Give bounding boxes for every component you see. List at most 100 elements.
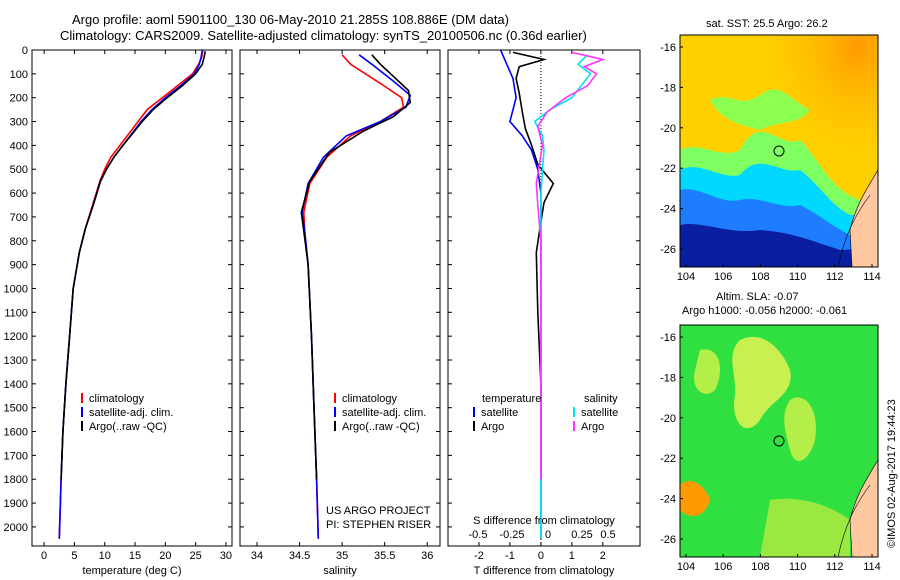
temperature-legend-label: satellite-adj. clim. xyxy=(89,407,173,419)
sst_map-xtick-label: 110 xyxy=(789,271,807,283)
sst-argo-marker xyxy=(773,145,785,157)
salinity-xtick-label: 35 xyxy=(336,550,348,562)
temperature-xtick-label: 25 xyxy=(190,550,202,562)
sla-map xyxy=(680,325,878,557)
salinity-xlabel: salinity xyxy=(323,565,357,577)
salinity-xtick-label: 36 xyxy=(421,550,433,562)
temperature-ytick-label: 400 xyxy=(10,140,28,152)
temperature-ytick-label: 700 xyxy=(10,212,28,224)
temperature-ytick-label: 1100 xyxy=(4,307,28,319)
difference-s-tick-label: -0.25 xyxy=(499,529,524,541)
sst_map-ytick-label: -16 xyxy=(660,42,676,54)
salinity-axes xyxy=(239,49,441,547)
difference-xtick-label: 1 xyxy=(569,550,575,562)
temperature-ytick-label: 1800 xyxy=(4,474,28,486)
difference-legend-temperature-title: temperature xyxy=(482,393,541,405)
sla_map-xtick-label: 108 xyxy=(751,561,769,573)
difference-legend-salinity-title: salinity xyxy=(584,393,618,405)
sla_map-ytick-label: -26 xyxy=(660,534,676,546)
sst-map-title: sat. SST: 25.5 Argo: 26.2 xyxy=(706,18,828,30)
difference-legend-label: satellite xyxy=(581,407,618,419)
sst_map-xtick-label: 104 xyxy=(677,271,695,283)
sst_map-ytick-label: -18 xyxy=(660,82,676,94)
sst_map-xtick-label: 112 xyxy=(826,271,844,283)
temperature-ytick-label: 1700 xyxy=(4,450,28,462)
timestamp-stamp: ©IMOS 02-Aug-2017 19:44:23 xyxy=(886,399,898,548)
salinity-legend-label: satellite-adj. clim. xyxy=(342,407,426,419)
temperature-series-satellite-adj-clim- xyxy=(58,49,204,539)
difference-xtick-label: -2 xyxy=(474,550,484,562)
sst_map-xtick-label: 106 xyxy=(714,271,732,283)
sst_map-xtick-label: 108 xyxy=(751,271,769,283)
sst_map-ytick-label: -26 xyxy=(660,244,676,256)
temperature-ytick-label: 1300 xyxy=(4,355,28,367)
sla_map-ytick-label: -22 xyxy=(660,453,676,465)
sla_map-xtick-label: 112 xyxy=(826,561,844,573)
temperature-legend-label: Argo(..raw -QC) xyxy=(89,421,167,433)
temperature-ytick-label: 100 xyxy=(10,69,28,81)
temperature-ytick-label: 2000 xyxy=(4,522,28,534)
temperature-xtick-label: 30 xyxy=(220,550,232,562)
temperature-ytick-label: 1600 xyxy=(4,427,28,439)
temperature-series-climatology xyxy=(58,49,204,539)
header-line-2: Climatology: CARS2009. Satellite-adjuste… xyxy=(60,28,587,43)
temperature-ytick-label: 1400 xyxy=(4,379,28,391)
sst_map-xtick-label: 114 xyxy=(863,271,881,283)
sla_map-xtick-label: 104 xyxy=(677,561,695,573)
temperature-ytick-label: 300 xyxy=(10,117,28,129)
header-line-1: Argo profile: aoml 5901100_130 06-May-20… xyxy=(72,12,509,27)
difference-s-title: S difference from climatology xyxy=(473,515,615,527)
temperature-ytick-label: 200 xyxy=(10,93,28,105)
sst-map xyxy=(680,35,878,267)
sla_map-ytick-label: -20 xyxy=(660,413,676,425)
difference-series-s-argo xyxy=(535,51,606,480)
temperature-ytick-label: 1000 xyxy=(4,283,28,295)
temperature-xtick-label: 5 xyxy=(71,550,77,562)
sst_map-ytick-label: -20 xyxy=(660,123,676,135)
difference-xtick-label: -1 xyxy=(505,550,515,562)
difference-series-s-satellite xyxy=(533,54,592,539)
salinity-legend-label: Argo(..raw -QC) xyxy=(342,421,420,433)
difference-s-tick-label: 0.5 xyxy=(600,529,615,541)
temperature-xtick-label: 10 xyxy=(99,550,111,562)
difference-s-tick-label: 0 xyxy=(545,529,551,541)
sla-map-subtitle: Argo h1000: -0.056 h2000: -0.061 xyxy=(682,305,848,317)
salinity-legend-label: climatology xyxy=(342,393,398,405)
temperature-ytick-label: 1900 xyxy=(4,498,28,510)
sla_map-xtick-label: 106 xyxy=(714,561,732,573)
difference-xtick-label: 0 xyxy=(538,550,544,562)
sla-argo-marker xyxy=(773,435,785,447)
temperature-series-argo-raw-qc- xyxy=(60,51,207,480)
salinity-xtick-label: 34.5 xyxy=(289,550,310,562)
sla_map-ytick-label: -16 xyxy=(660,332,676,344)
temperature-ytick-label: 800 xyxy=(10,236,28,248)
temperature-ytick-label: 1200 xyxy=(4,331,28,343)
difference-axes xyxy=(447,49,641,547)
temperature-ytick-label: 600 xyxy=(10,188,28,200)
difference-xlabel: T difference from climatology xyxy=(474,565,615,577)
sla_map-xtick-label: 110 xyxy=(789,561,807,573)
sla_map-xtick-label: 114 xyxy=(863,561,881,573)
temperature-axes xyxy=(31,49,233,547)
sst_map-ytick-label: -24 xyxy=(660,204,676,216)
temperature-xtick-label: 0 xyxy=(41,550,47,562)
salinity-series-climatology xyxy=(302,54,405,539)
project-credit: US ARGO PROJECT xyxy=(326,505,431,517)
pi-credit: PI: STEPHEN RISER xyxy=(326,519,432,531)
sla_map-ytick-label: -24 xyxy=(660,494,676,506)
temperature-ytick-label: 900 xyxy=(10,260,28,272)
sst_map-ytick-label: -22 xyxy=(660,163,676,175)
salinity-xtick-label: 35.5 xyxy=(374,550,395,562)
temperature-ytick-label: 1500 xyxy=(4,403,28,415)
difference-legend-label: satellite xyxy=(481,407,518,419)
salinity-series-satellite-adj-clim- xyxy=(301,54,412,539)
salinity-xtick-label: 34 xyxy=(251,550,263,562)
temperature-legend-label: climatology xyxy=(89,393,145,405)
difference-xtick-label: 2 xyxy=(600,550,606,562)
temperature-ytick-label: 500 xyxy=(10,164,28,176)
sla-map-title: Altim. SLA: -0.07 xyxy=(716,291,799,303)
temperature-xtick-label: 20 xyxy=(159,550,171,562)
temperature-ytick-label: 0 xyxy=(22,45,28,57)
difference-s-tick-label: 0.25 xyxy=(571,529,592,541)
